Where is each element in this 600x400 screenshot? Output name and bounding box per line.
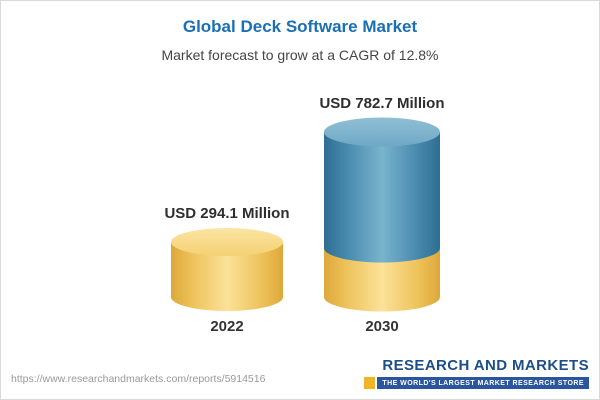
logo-tagline: THE WORLD'S LARGEST MARKET RESEARCH STOR… xyxy=(377,377,589,389)
logo-tagline-row: THE WORLD'S LARGEST MARKET RESEARCH STOR… xyxy=(364,377,589,389)
axis-label-2022: 2022 xyxy=(210,318,244,335)
subtitle: Market forecast to grow at a CAGR of 12.… xyxy=(161,47,439,63)
report-url-link[interactable]: https://www.researchandmarkets.com/repor… xyxy=(11,373,266,385)
bar-2022-cylinder xyxy=(171,228,283,311)
research-and-markets-logo: RESEARCH AND MARKETS THE WORLD'S LARGEST… xyxy=(364,357,589,389)
logo-name: RESEARCH AND MARKETS xyxy=(382,357,589,374)
logo-yellow-accent xyxy=(364,377,376,389)
bar-2030-cylinder xyxy=(324,117,440,312)
value-label-2030: USD 782.7 Million xyxy=(319,95,445,112)
value-label-2022: USD 294.1 Million xyxy=(164,205,290,222)
axis-label-2030: 2030 xyxy=(365,318,399,335)
page-title: Global Deck Software Market xyxy=(182,17,418,36)
